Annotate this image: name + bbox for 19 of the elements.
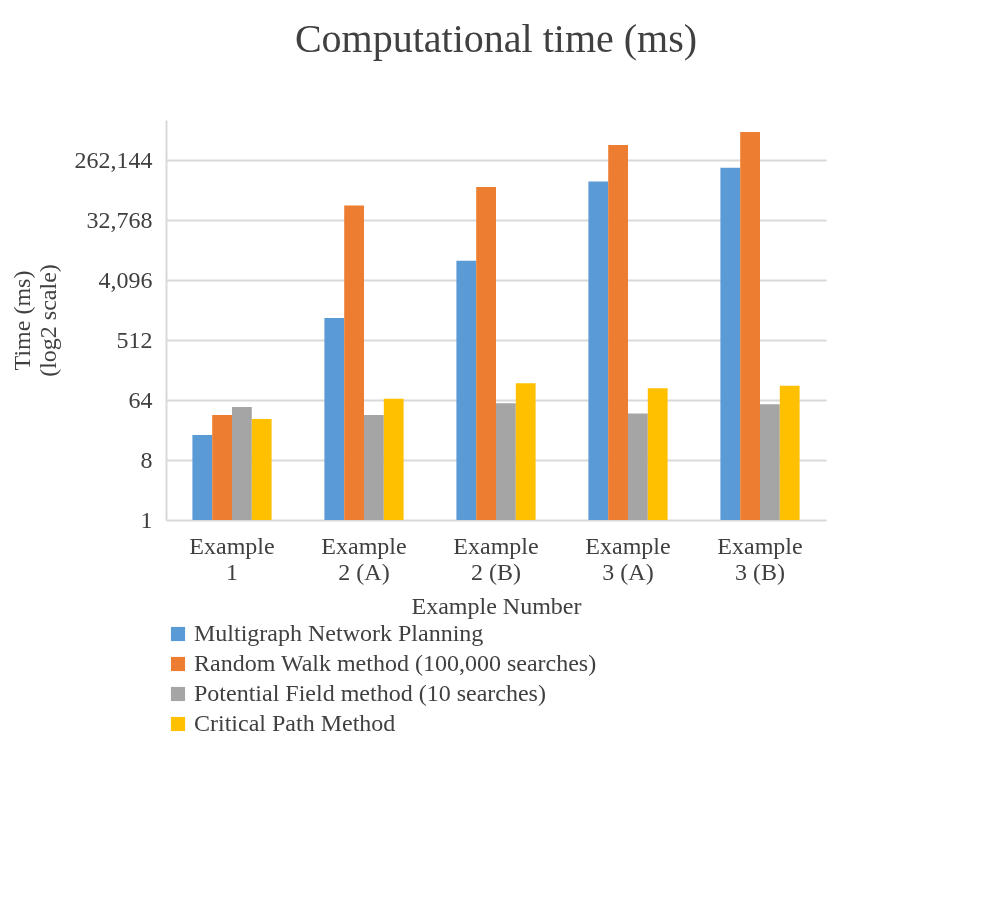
- y-tick-label: 262,144: [74, 146, 153, 173]
- legend-label: Critical Path Method: [194, 710, 396, 736]
- legend-label: Potential Field method (10 searches): [194, 680, 546, 706]
- y-tick-label: 4,096: [98, 266, 153, 293]
- y-tick-label: 64: [128, 386, 153, 413]
- y-tick-label: 512: [116, 326, 153, 353]
- y-tick-label: 8: [140, 446, 153, 473]
- y-axis-title: Time (ms) (log2 scale): [8, 264, 61, 377]
- y-tick-label: 1: [140, 506, 153, 533]
- x-axis-title: Example Number: [411, 592, 582, 619]
- x-tick-label: Example 1: [189, 532, 275, 585]
- x-tick-label: Example 2 (B): [453, 532, 539, 585]
- y-tick-label: 32,768: [86, 206, 153, 233]
- legend-label: Random Walk method (100,000 searches): [194, 650, 597, 676]
- x-tick-label: Example 3 (B): [717, 532, 803, 585]
- legend-label: Multigraph Network Planning: [194, 620, 484, 646]
- x-tick-label: Example 2 (A): [321, 532, 407, 585]
- x-tick-label: Example 3 (A): [585, 532, 671, 585]
- chart-title: Computational time (ms): [294, 16, 698, 61]
